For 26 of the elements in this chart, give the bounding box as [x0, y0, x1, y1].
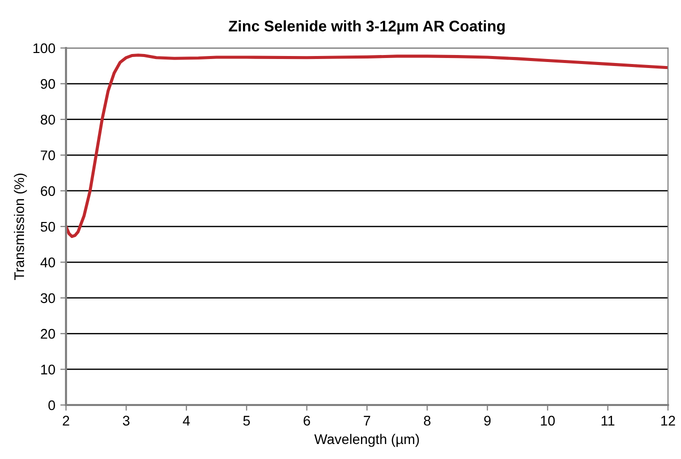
y-tick-label: 50: [40, 222, 56, 232]
y-tick-label: 40: [40, 258, 56, 268]
y-tick-label: 90: [40, 79, 56, 89]
x-tick-label: 4: [182, 416, 190, 426]
line-series: [66, 54, 668, 238]
y-tick-label: 20: [40, 328, 56, 339]
y-tick-label: 60: [40, 186, 56, 196]
x-tick-label: 3: [122, 416, 130, 426]
y-tick-label: 100: [33, 43, 56, 54]
x-tick-label: 2: [62, 416, 70, 426]
chart-title: Zinc Selenide with 3-12µm AR Coating: [228, 20, 505, 35]
y-tick-label: 30: [40, 293, 56, 304]
x-tick-label: 8: [424, 416, 430, 426]
y-tick-label: 70: [40, 150, 56, 160]
x-tick-label: 10: [540, 416, 555, 426]
x-tick-label: 12: [661, 416, 676, 426]
y-tick-label: 0: [48, 400, 56, 410]
x-axis-title: Wavelength (µm): [314, 434, 419, 447]
x-tick-label: 11: [602, 416, 614, 426]
y-axis-title: Transmission (%): [14, 174, 27, 280]
x-tick-label: 6: [304, 416, 310, 426]
y-tick-label: 80: [40, 114, 56, 125]
x-tick-label: 9: [484, 416, 491, 426]
y-tick-label: 10: [41, 364, 56, 374]
x-tick-label: 7: [364, 416, 370, 426]
x-tick-label: 5: [243, 416, 250, 426]
